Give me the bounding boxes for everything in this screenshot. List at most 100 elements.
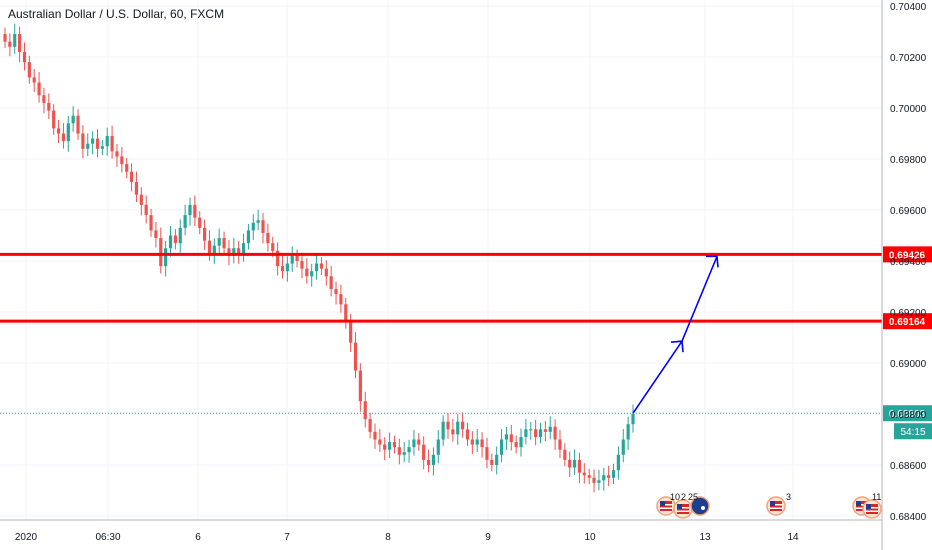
candle-body xyxy=(95,138,100,149)
candle-body xyxy=(353,342,358,371)
us-flag-icon xyxy=(673,499,693,519)
candle-body xyxy=(100,146,104,149)
candle-body xyxy=(324,268,328,277)
candle-body xyxy=(451,429,455,435)
arrow-head xyxy=(706,255,719,268)
candle-body xyxy=(543,429,547,432)
candle-body xyxy=(144,204,148,216)
x-tick-label: 2020 xyxy=(15,532,38,543)
candle-body xyxy=(436,439,440,455)
level-label: 0.69426 xyxy=(889,250,926,261)
flag-canton xyxy=(677,504,682,509)
candle-body xyxy=(563,449,567,460)
candle-body xyxy=(149,215,153,231)
candle-body xyxy=(378,439,382,445)
flag-stripes xyxy=(856,501,868,511)
y-tick-label: 0.70400 xyxy=(890,2,927,13)
candle-body xyxy=(305,268,309,277)
y-tick-label: 0.70000 xyxy=(890,104,927,115)
candle-body xyxy=(241,243,246,254)
projection-arrow[interactable] xyxy=(632,255,719,414)
candle-body xyxy=(295,255,299,261)
candle-body xyxy=(115,151,119,157)
candle-body xyxy=(47,102,51,111)
flag-canton xyxy=(660,501,665,506)
y-tick-label: 0.70200 xyxy=(890,53,927,64)
candle-body xyxy=(446,421,450,430)
candle-body xyxy=(475,439,479,445)
candle-body xyxy=(198,217,202,228)
candle-body xyxy=(509,434,513,443)
flag-stripes xyxy=(866,504,878,514)
candle-body xyxy=(86,143,90,149)
candle-body xyxy=(27,62,31,78)
candle-body xyxy=(71,115,75,124)
candle-body xyxy=(202,227,207,241)
candle-body xyxy=(373,431,377,440)
candle-body xyxy=(344,304,348,323)
candle-body xyxy=(480,439,484,448)
candle-body xyxy=(553,426,557,440)
candle-body xyxy=(495,454,499,465)
candle-body xyxy=(329,276,333,290)
candle-body xyxy=(276,250,280,267)
countdown-label: 54:15 xyxy=(900,427,925,438)
candle-body xyxy=(183,215,187,228)
flag-stripe xyxy=(660,504,672,506)
level-tag xyxy=(883,246,932,263)
candle-body xyxy=(392,442,397,448)
candle-body xyxy=(3,34,7,42)
candle-body xyxy=(548,426,552,432)
candle-body xyxy=(602,475,606,481)
candle-body xyxy=(592,477,596,483)
candle-body xyxy=(32,77,36,83)
candle-body xyxy=(8,41,12,47)
candle-body xyxy=(412,439,416,448)
candle-body xyxy=(22,51,27,63)
event-count: 3 xyxy=(786,492,791,502)
candle-body xyxy=(120,156,124,165)
candle-body xyxy=(56,128,61,134)
candle-body xyxy=(159,238,163,267)
candle-body xyxy=(587,475,591,478)
candle-body xyxy=(582,472,586,476)
last-price-label: 0.68803 xyxy=(889,409,926,420)
candle-body xyxy=(154,230,158,239)
candle-body xyxy=(290,255,294,264)
candle-body xyxy=(524,429,528,437)
y-tick-label: 0.68400 xyxy=(890,512,927,523)
candle-body xyxy=(631,414,635,425)
candle-body xyxy=(52,110,56,129)
flag-star xyxy=(701,506,705,510)
candle-body xyxy=(105,136,109,147)
candle-body xyxy=(465,429,470,440)
event-markers[interactable]: 10 2 25 3 11 xyxy=(656,492,882,519)
x-tick-label: 8 xyxy=(385,532,391,543)
candle-body xyxy=(597,480,601,483)
horizontal-levels[interactable]: 0.68803 54:15 0.69426 0.69164 xyxy=(0,246,932,440)
y-tick-label: 0.69600 xyxy=(890,206,927,217)
candle-body xyxy=(310,271,314,277)
candle-body xyxy=(61,133,66,142)
candle-body xyxy=(529,429,533,431)
candle-body xyxy=(363,401,367,420)
flag-ring xyxy=(690,496,710,516)
candle-body xyxy=(611,470,616,478)
candle-body xyxy=(431,454,436,465)
grid xyxy=(0,0,882,520)
candle-body xyxy=(110,136,114,152)
flag-stripe xyxy=(866,510,878,512)
candle-body xyxy=(368,419,372,432)
candle-body xyxy=(572,459,577,468)
candle-body xyxy=(426,459,431,465)
candle-body xyxy=(37,82,41,96)
flag-canton xyxy=(770,501,775,506)
chart-title: Australian Dollar / U.S. Dollar, 60, FXC… xyxy=(8,7,225,21)
x-tick-label: 14 xyxy=(787,532,799,543)
event-count: 11 xyxy=(872,492,881,502)
candle-body xyxy=(129,171,134,182)
candle-body xyxy=(207,240,212,254)
x-tick-label: 10 xyxy=(584,532,596,543)
